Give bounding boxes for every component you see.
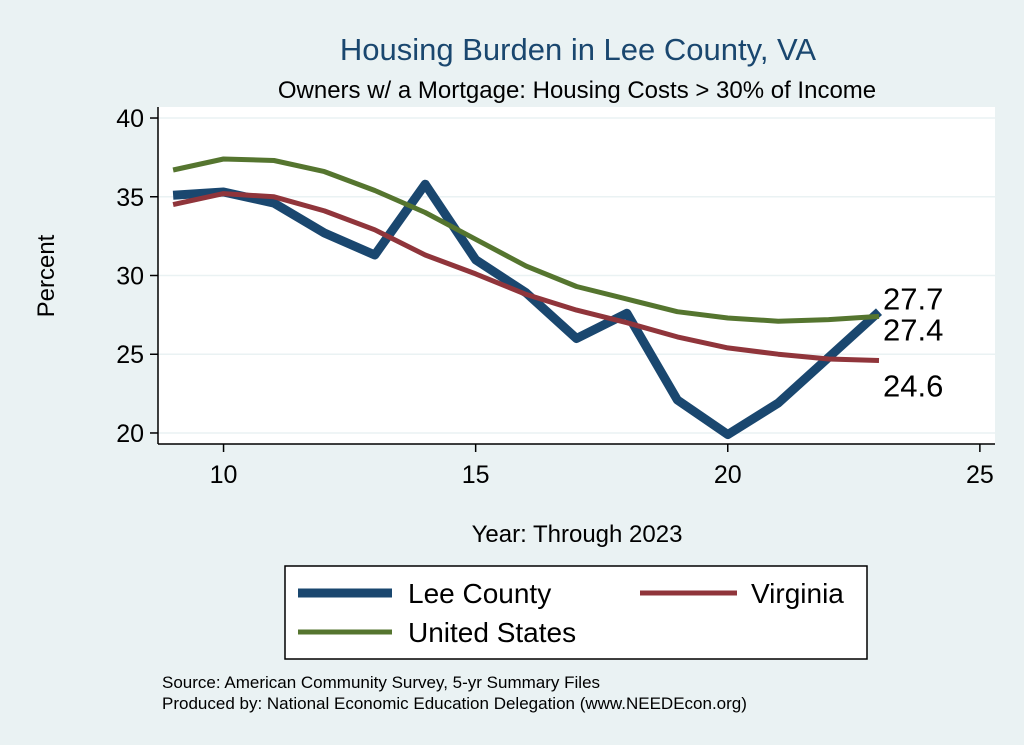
x-tick-label: 10: [210, 461, 238, 489]
series-line-united-states: [172, 156, 880, 324]
end-label-lee-county: 27.7: [883, 282, 943, 317]
chart-subtitle: Owners w/ a Mortgage: Housing Costs > 30…: [278, 77, 876, 104]
y-axis-ticks: 20 25 30 35 40: [116, 105, 158, 448]
y-tick-label: 25: [116, 341, 144, 369]
x-axis-title: Year: Through 2023: [472, 521, 683, 548]
y-tick-label: 35: [116, 184, 144, 212]
end-labels: 27.7 24.6 27.4: [883, 282, 943, 404]
legend-label-virginia: Virginia: [751, 578, 844, 609]
series-group: [172, 156, 883, 440]
y-tick-label: 20: [116, 420, 144, 448]
legend: [284, 565, 868, 660]
y-axis-title: Percent: [33, 234, 60, 317]
end-label-united-states: 27.4: [883, 312, 943, 347]
producer-note: Produced by: National Economic Education…: [162, 694, 747, 713]
chart-title: Housing Burden in Lee County, VA: [340, 32, 817, 67]
y-tick-label: 40: [116, 105, 144, 133]
x-axis-ticks: 10 15 20 25: [210, 444, 994, 489]
legend-items: Lee County Virginia United States: [298, 578, 844, 648]
x-tick-label: 20: [714, 461, 742, 489]
x-tick-label: 25: [966, 461, 994, 489]
source-note: Source: American Community Survey, 5-yr …: [162, 673, 600, 692]
gridlines: [158, 117, 995, 434]
series-line-virginia: [172, 191, 880, 363]
legend-label-lee-county: Lee County: [408, 578, 551, 609]
y-tick-label: 30: [116, 263, 144, 291]
end-label-virginia: 24.6: [883, 369, 943, 404]
x-tick-label: 15: [462, 461, 490, 489]
legend-label-united-states: United States: [408, 617, 576, 648]
